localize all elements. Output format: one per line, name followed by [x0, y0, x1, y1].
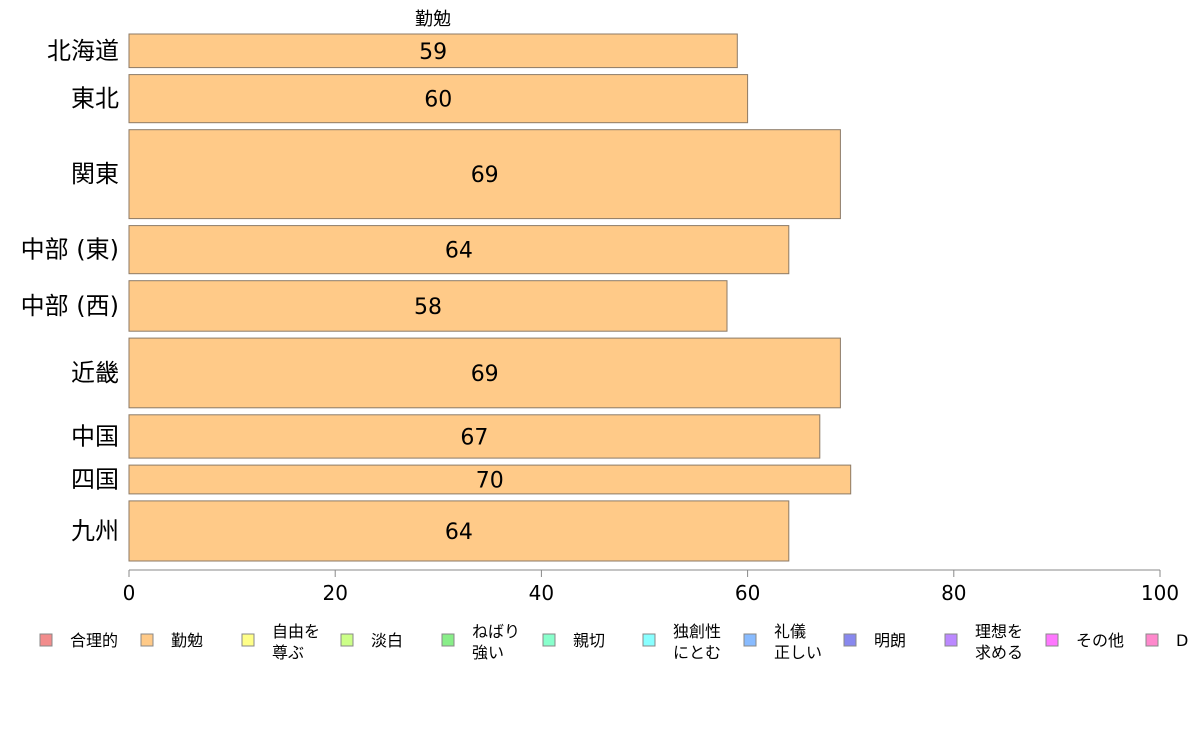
- value-label: 58: [414, 295, 442, 320]
- legend-swatch: [441, 633, 455, 647]
- bar: [128, 129, 841, 220]
- legend-label: 独創性: [673, 622, 721, 641]
- category-label: 東北: [71, 85, 119, 113]
- legend-label: 明朗: [874, 631, 906, 650]
- legend-label: ねばり: [472, 622, 520, 641]
- x-tick-label: 20: [322, 581, 347, 605]
- bar: [128, 464, 852, 495]
- x-tick-label: 100: [1141, 581, 1179, 605]
- legend-label: D: [1176, 631, 1188, 650]
- x-axis: 0 20 40 60 80 100: [123, 569, 1179, 605]
- legend-item: D: [1145, 631, 1188, 650]
- legend-label: 礼儀: [774, 622, 806, 641]
- value-label: 64: [445, 239, 473, 264]
- legend-label: 正しい: [774, 643, 822, 662]
- x-tick-label: 80: [941, 581, 966, 605]
- value-label: 69: [471, 362, 499, 387]
- legend-label: その他: [1076, 631, 1124, 650]
- bars-group: 北海道 59 東北 60 関東 69 中部 (東) 64 中部 (西) 58 近畿 69 中国 67 四国 7…: [21, 33, 852, 562]
- legend-swatch: [140, 633, 154, 647]
- bar: [128, 414, 821, 459]
- category-label: 中部 (西): [21, 292, 119, 320]
- x-tick-label: 60: [735, 581, 760, 605]
- x-tick-label: 40: [529, 581, 554, 605]
- legend-label: 尊ぶ: [272, 643, 304, 662]
- category-label: 近畿: [71, 359, 119, 387]
- legend-swatch: [944, 633, 958, 647]
- legend-swatch: [1145, 633, 1159, 647]
- value-label: 69: [471, 163, 499, 188]
- value-label: 60: [424, 88, 452, 113]
- legend-label: 淡白: [371, 631, 403, 650]
- value-label: 59: [419, 40, 447, 65]
- legend-item: 明朗: [843, 631, 906, 650]
- x-tick-label: 0: [123, 581, 136, 605]
- legend-label: 合理的: [70, 631, 118, 650]
- value-label: 64: [445, 520, 473, 545]
- category-label: 四国: [71, 466, 119, 494]
- chart-title: 勤勉: [415, 9, 451, 30]
- legend-label: 強い: [472, 643, 504, 662]
- category-label: 中部 (東): [21, 236, 119, 264]
- value-label: 67: [460, 426, 488, 451]
- legend-item: その他: [1045, 631, 1124, 650]
- legend-item: 勤勉: [140, 631, 203, 650]
- legend-swatch: [542, 633, 556, 647]
- legend-label: 理想を: [975, 622, 1023, 641]
- bar: [128, 280, 728, 332]
- legend-swatch: [39, 633, 53, 647]
- legend-swatch: [1045, 633, 1059, 647]
- category-label: 九州: [71, 517, 119, 545]
- bar: [128, 33, 738, 69]
- legend-swatch: [241, 633, 255, 647]
- bar: [128, 74, 749, 124]
- bar: [128, 225, 790, 275]
- legend-label: 自由を: [272, 622, 320, 641]
- legend-item: 合理的: [39, 631, 118, 650]
- legend-label: にとむ: [673, 643, 721, 662]
- bar: [128, 337, 841, 409]
- category-label: 関東: [71, 160, 119, 188]
- value-label: 70: [476, 469, 504, 494]
- legend-swatch: [642, 633, 656, 647]
- legend-item: 淡白: [340, 631, 403, 650]
- legend-label: 求める: [975, 643, 1023, 662]
- bar: [128, 500, 790, 562]
- category-label: 北海道: [47, 37, 119, 65]
- category-label: 中国: [71, 423, 119, 451]
- legend-swatch: [843, 633, 857, 647]
- legend-item: 親切: [542, 631, 605, 650]
- legend-swatch: [743, 633, 757, 647]
- legend-swatch: [340, 633, 354, 647]
- legend-label: 親切: [573, 631, 605, 650]
- legend-label: 勤勉: [171, 631, 203, 650]
